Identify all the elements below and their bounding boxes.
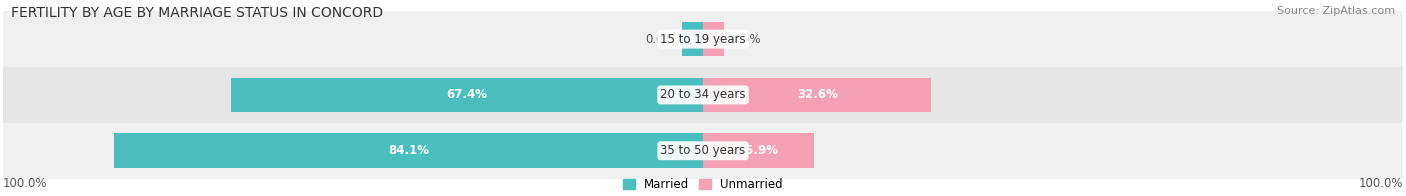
Text: 100.0%: 100.0% xyxy=(1358,177,1403,190)
Bar xyxy=(3,123,1403,179)
Legend: Married, Unmarried: Married, Unmarried xyxy=(619,173,787,196)
Text: 0.0%: 0.0% xyxy=(645,33,675,46)
Text: 20 to 34 years: 20 to 34 years xyxy=(661,88,745,101)
Bar xyxy=(682,22,703,56)
Bar xyxy=(703,133,814,168)
Bar xyxy=(3,67,1403,123)
Text: Source: ZipAtlas.com: Source: ZipAtlas.com xyxy=(1277,6,1395,16)
Text: 15 to 19 years: 15 to 19 years xyxy=(661,33,745,46)
Bar xyxy=(231,78,703,112)
Bar xyxy=(703,22,724,56)
Text: 15.9%: 15.9% xyxy=(738,144,779,157)
Text: 32.6%: 32.6% xyxy=(797,88,838,101)
Text: 67.4%: 67.4% xyxy=(447,88,488,101)
Bar xyxy=(3,11,1403,67)
Bar xyxy=(703,78,931,112)
Text: 84.1%: 84.1% xyxy=(388,144,429,157)
Text: FERTILITY BY AGE BY MARRIAGE STATUS IN CONCORD: FERTILITY BY AGE BY MARRIAGE STATUS IN C… xyxy=(11,6,384,20)
Bar xyxy=(114,133,703,168)
Text: 100.0%: 100.0% xyxy=(3,177,48,190)
Text: 0.0%: 0.0% xyxy=(731,33,761,46)
Text: 35 to 50 years: 35 to 50 years xyxy=(661,144,745,157)
